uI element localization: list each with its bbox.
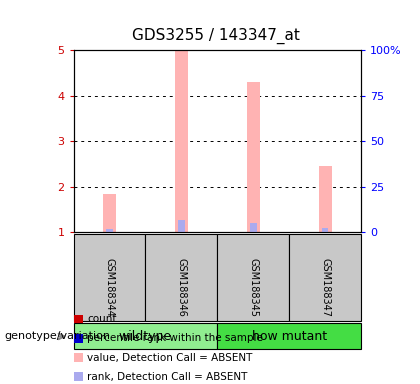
Text: GSM188344: GSM188344: [105, 258, 115, 317]
Bar: [175, 50, 188, 232]
Bar: [178, 220, 185, 232]
Text: genotype/variation: genotype/variation: [4, 331, 110, 341]
Bar: [247, 82, 260, 232]
Text: percentile rank within the sample: percentile rank within the sample: [87, 333, 263, 343]
Bar: [250, 223, 257, 232]
Text: GSM188347: GSM188347: [320, 258, 330, 317]
Bar: [103, 194, 116, 232]
Text: count: count: [87, 314, 116, 324]
Text: GDS3255 / 143347_at: GDS3255 / 143347_at: [132, 28, 300, 44]
Text: value, Detection Call = ABSENT: value, Detection Call = ABSENT: [87, 353, 252, 362]
Text: rank, Detection Call = ABSENT: rank, Detection Call = ABSENT: [87, 372, 247, 382]
Text: GSM188346: GSM188346: [176, 258, 186, 317]
Bar: [322, 228, 328, 232]
Bar: [106, 229, 113, 232]
Bar: [319, 166, 332, 232]
Text: wildtype: wildtype: [119, 330, 172, 343]
Text: GSM188345: GSM188345: [248, 258, 258, 317]
Text: how mutant: how mutant: [252, 330, 327, 343]
